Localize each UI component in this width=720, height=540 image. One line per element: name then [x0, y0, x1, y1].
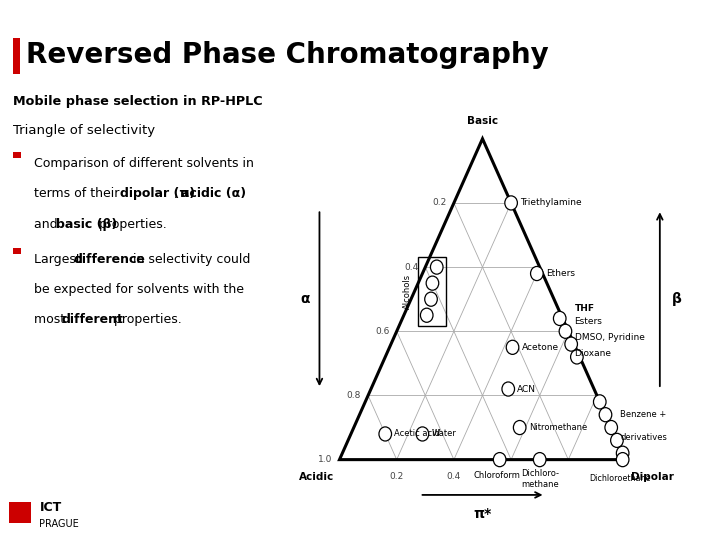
Text: 1.0: 1.0 [318, 455, 333, 464]
Circle shape [513, 421, 526, 435]
Text: Mobile phase selection in RP-HPLC: Mobile phase selection in RP-HPLC [13, 95, 263, 108]
Bar [9, 502, 32, 523]
Circle shape [616, 453, 629, 467]
Text: π*: π* [473, 507, 492, 521]
Circle shape [534, 453, 546, 467]
Circle shape [559, 324, 572, 339]
Text: Triethylamine: Triethylamine [521, 198, 582, 207]
Text: ICT: ICT [40, 501, 62, 514]
Text: Reversed Phase Chromatography: Reversed Phase Chromatography [26, 42, 549, 70]
Text: THF: THF [575, 305, 595, 313]
Text: ,: , [174, 187, 182, 200]
Text: 0.8: 0.8 [346, 391, 361, 400]
Text: 0.2: 0.2 [433, 198, 446, 207]
Text: dipolar (π): dipolar (π) [120, 187, 195, 200]
Text: difference: difference [74, 253, 146, 266]
Text: acidic (α): acidic (α) [181, 187, 246, 200]
Text: Esters: Esters [575, 317, 603, 326]
Bar [13, 248, 21, 254]
Text: different: different [62, 313, 124, 326]
Text: Comparison of different solvents in: Comparison of different solvents in [34, 157, 253, 170]
Circle shape [611, 433, 624, 448]
Text: DMSO, Pyridine: DMSO, Pyridine [575, 333, 644, 342]
Text: 0.4: 0.4 [404, 262, 418, 272]
Text: Dichloro-
methane: Dichloro- methane [521, 469, 559, 489]
Text: Water: Water [431, 429, 456, 438]
Circle shape [431, 260, 443, 274]
Text: Chloroform: Chloroform [473, 471, 521, 480]
Circle shape [565, 337, 577, 351]
Text: β: β [672, 292, 682, 306]
Circle shape [379, 427, 392, 441]
Text: Largest: Largest [34, 253, 84, 266]
Text: Dichloroethane: Dichloroethane [589, 474, 651, 483]
Text: Nitromethane: Nitromethane [528, 423, 587, 432]
Text: 0.4: 0.4 [447, 472, 461, 482]
Circle shape [505, 196, 518, 210]
Text: Dipolar: Dipolar [631, 472, 674, 482]
Circle shape [531, 266, 543, 281]
Bar [418, 257, 446, 326]
Text: Acetone: Acetone [522, 343, 559, 352]
Circle shape [605, 421, 618, 435]
Text: Acetic acid: Acetic acid [395, 429, 440, 438]
Circle shape [554, 312, 566, 326]
Text: Benzene +: Benzene + [621, 410, 667, 419]
Text: 0.6: 0.6 [375, 327, 390, 336]
Circle shape [506, 340, 519, 354]
Text: terms of their: terms of their [34, 187, 123, 200]
Circle shape [599, 408, 612, 422]
Text: in selectivity could: in selectivity could [130, 253, 251, 266]
Circle shape [502, 382, 515, 396]
Text: Ethers: Ethers [546, 269, 575, 278]
Text: properties.: properties. [95, 218, 167, 231]
Circle shape [593, 395, 606, 409]
Text: Dioxane: Dioxane [575, 349, 611, 358]
Text: PRAGUE: PRAGUE [40, 519, 79, 529]
Text: Triangle of selectivity: Triangle of selectivity [13, 124, 155, 137]
Circle shape [425, 292, 437, 306]
Circle shape [616, 446, 629, 460]
Text: properties.: properties. [109, 313, 181, 326]
Circle shape [426, 276, 438, 290]
Circle shape [420, 308, 433, 322]
Text: and: and [34, 218, 61, 231]
Text: ACN: ACN [518, 384, 536, 394]
Text: Acidic: Acidic [299, 472, 334, 482]
Text: Basic: Basic [467, 116, 498, 126]
Text: most: most [34, 313, 68, 326]
Text: be expected for solvents with the: be expected for solvents with the [34, 283, 243, 296]
Text: basic (β): basic (β) [56, 218, 117, 231]
Text: 0.2: 0.2 [390, 472, 404, 482]
Text: α: α [300, 292, 310, 306]
Text: Alcohols: Alcohols [403, 274, 412, 309]
Bar [13, 38, 20, 75]
Text: derivatives: derivatives [621, 433, 667, 442]
Bar [13, 152, 21, 158]
Circle shape [493, 453, 506, 467]
Circle shape [570, 350, 583, 364]
Circle shape [416, 427, 428, 441]
